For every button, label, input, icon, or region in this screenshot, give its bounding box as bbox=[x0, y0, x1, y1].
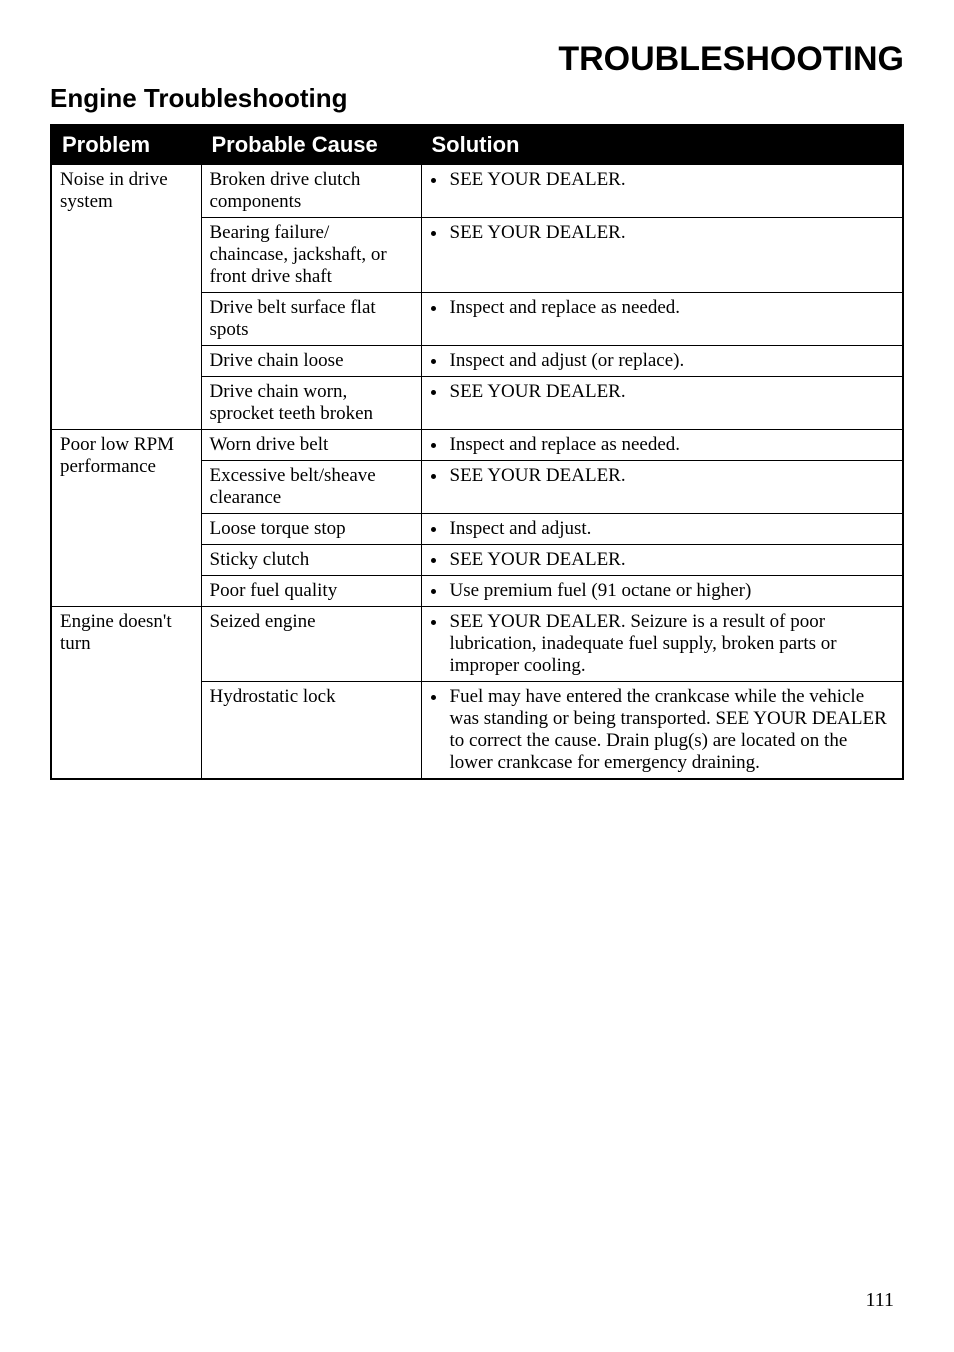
solution-list: SEE YOUR DEALER. bbox=[430, 222, 895, 244]
table-header-row: Problem Probable Cause Solution bbox=[51, 125, 903, 165]
solution-list: SEE YOUR DEALER. bbox=[430, 169, 895, 191]
col-header-problem: Problem bbox=[51, 125, 201, 165]
table-row: Poor low RPM performanceWorn drive beltI… bbox=[51, 430, 903, 461]
cause-cell: Drive belt surface flat spots bbox=[201, 293, 421, 346]
solution-item: SEE YOUR DEALER. Seizure is a result of … bbox=[448, 611, 895, 677]
solution-item: Inspect and adjust. bbox=[448, 518, 895, 540]
solution-cell: Use premium fuel (91 octane or higher) bbox=[421, 576, 903, 607]
solution-cell: SEE YOUR DEALER. bbox=[421, 377, 903, 430]
solution-item: SEE YOUR DEALER. bbox=[448, 222, 895, 244]
solution-item: Inspect and replace as needed. bbox=[448, 434, 895, 456]
cause-cell: Sticky clutch bbox=[201, 545, 421, 576]
cause-cell: Drive chain worn, sprocket teeth broken bbox=[201, 377, 421, 430]
solution-cell: SEE YOUR DEALER. bbox=[421, 218, 903, 293]
solution-list: SEE YOUR DEALER. bbox=[430, 549, 895, 571]
solution-list: SEE YOUR DEALER. bbox=[430, 465, 895, 487]
table-row: Engine doesn't turnSeized engineSEE YOUR… bbox=[51, 607, 903, 682]
solution-item: SEE YOUR DEALER. bbox=[448, 169, 895, 191]
solution-item: SEE YOUR DEALER. bbox=[448, 465, 895, 487]
solution-list: SEE YOUR DEALER. Seizure is a result of … bbox=[430, 611, 895, 677]
cause-cell: Drive chain loose bbox=[201, 346, 421, 377]
solution-cell: SEE YOUR DEALER. bbox=[421, 165, 903, 218]
col-header-cause: Probable Cause bbox=[201, 125, 421, 165]
solution-cell: SEE YOUR DEALER. bbox=[421, 461, 903, 514]
solution-item: SEE YOUR DEALER. bbox=[448, 549, 895, 571]
col-header-solution: Solution bbox=[421, 125, 903, 165]
solution-item: Inspect and replace as needed. bbox=[448, 297, 895, 319]
solution-item: Use premium fuel (91 octane or higher) bbox=[448, 580, 895, 602]
page-number: 111 bbox=[865, 1289, 894, 1312]
solution-list: Inspect and adjust. bbox=[430, 518, 895, 540]
cause-cell: Seized engine bbox=[201, 607, 421, 682]
solution-cell: Inspect and adjust (or replace). bbox=[421, 346, 903, 377]
cause-cell: Hydrostatic lock bbox=[201, 682, 421, 780]
page-title: TROUBLESHOOTING bbox=[50, 40, 904, 79]
solution-item: Fuel may have entered the crankcase whil… bbox=[448, 686, 895, 774]
solution-cell: SEE YOUR DEALER. Seizure is a result of … bbox=[421, 607, 903, 682]
solution-cell: Fuel may have entered the crankcase whil… bbox=[421, 682, 903, 780]
solution-cell: SEE YOUR DEALER. bbox=[421, 545, 903, 576]
troubleshooting-table: Problem Probable Cause Solution Noise in… bbox=[50, 124, 904, 780]
solution-list: Inspect and replace as needed. bbox=[430, 297, 895, 319]
solution-list: Use premium fuel (91 octane or higher) bbox=[430, 580, 895, 602]
solution-list: Inspect and adjust (or replace). bbox=[430, 350, 895, 372]
cause-cell: Excessive belt/sheave clearance bbox=[201, 461, 421, 514]
solution-item: Inspect and adjust (or replace). bbox=[448, 350, 895, 372]
problem-cell: Poor low RPM performance bbox=[51, 430, 201, 607]
solution-list: Fuel may have entered the crankcase whil… bbox=[430, 686, 895, 774]
problem-cell: Engine doesn't turn bbox=[51, 607, 201, 780]
solution-list: SEE YOUR DEALER. bbox=[430, 381, 895, 403]
cause-cell: Broken drive clutch components bbox=[201, 165, 421, 218]
cause-cell: Poor fuel quality bbox=[201, 576, 421, 607]
table-row: Noise in drive systemBroken drive clutch… bbox=[51, 165, 903, 218]
solution-item: SEE YOUR DEALER. bbox=[448, 381, 895, 403]
cause-cell: Bearing failure/ chaincase, jackshaft, o… bbox=[201, 218, 421, 293]
section-title: Engine Troubleshooting bbox=[50, 83, 904, 114]
problem-cell: Noise in drive system bbox=[51, 165, 201, 430]
solution-cell: Inspect and adjust. bbox=[421, 514, 903, 545]
cause-cell: Worn drive belt bbox=[201, 430, 421, 461]
solution-cell: Inspect and replace as needed. bbox=[421, 430, 903, 461]
cause-cell: Loose torque stop bbox=[201, 514, 421, 545]
solution-list: Inspect and replace as needed. bbox=[430, 434, 895, 456]
solution-cell: Inspect and replace as needed. bbox=[421, 293, 903, 346]
table-body: Noise in drive systemBroken drive clutch… bbox=[51, 165, 903, 780]
